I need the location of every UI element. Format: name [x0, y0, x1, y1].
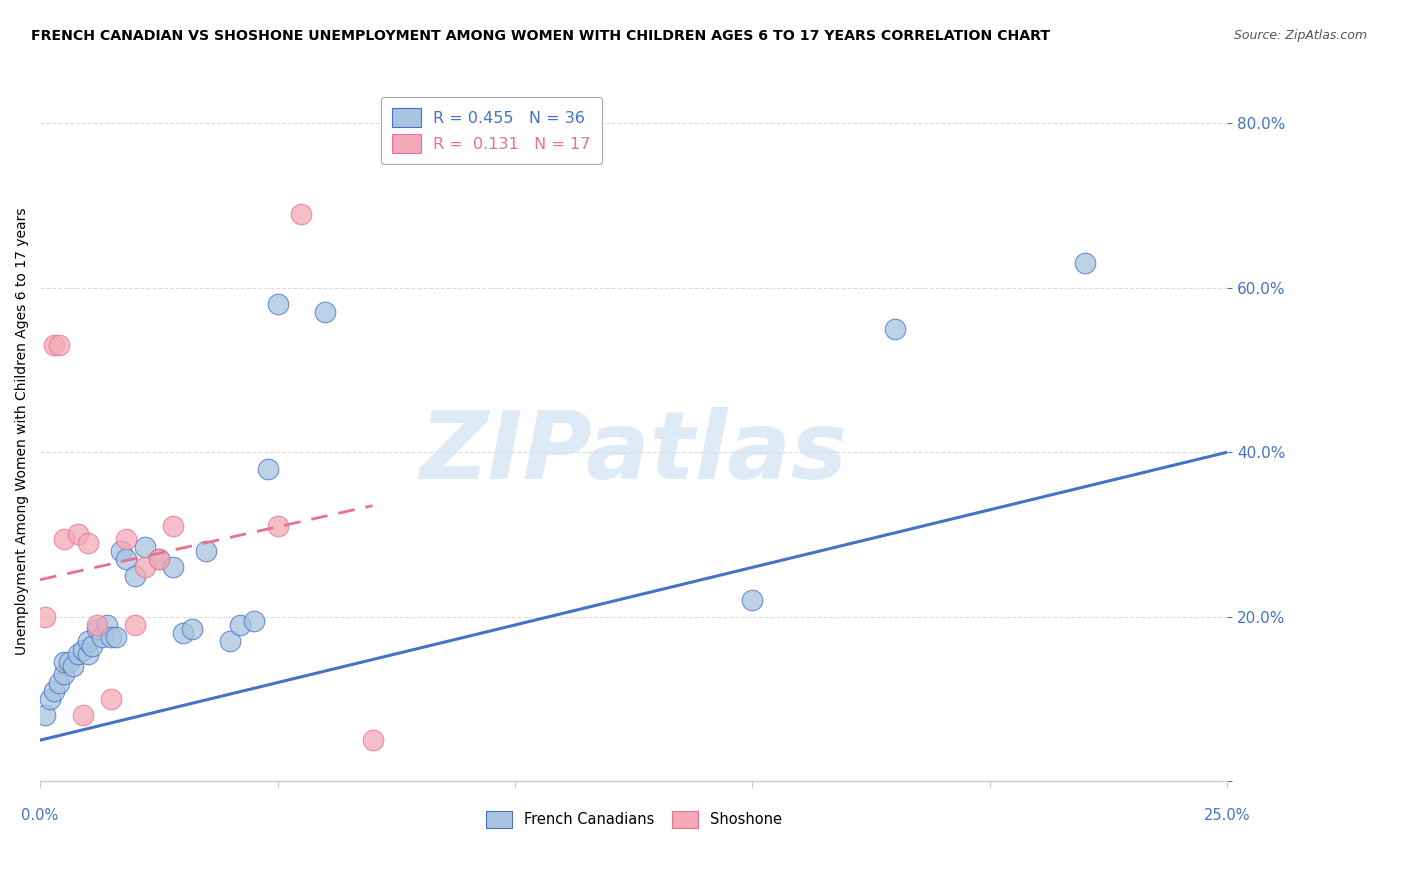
- Point: [62, 659, 84, 673]
- Point: [741, 593, 763, 607]
- Point: [195, 544, 218, 558]
- Legend: French Canadians, Shoshone: French Canadians, Shoshone: [479, 805, 787, 833]
- Point: [243, 614, 266, 628]
- Point: [52, 667, 75, 681]
- Point: [67, 647, 90, 661]
- Point: [124, 618, 146, 632]
- Point: [34, 609, 56, 624]
- Point: [90, 630, 112, 644]
- Point: [48, 338, 70, 352]
- Point: [172, 626, 194, 640]
- Point: [114, 552, 136, 566]
- Point: [219, 634, 242, 648]
- Point: [86, 618, 108, 632]
- Point: [67, 527, 90, 541]
- Point: [38, 692, 60, 706]
- Point: [100, 630, 122, 644]
- Point: [110, 544, 132, 558]
- Point: [257, 461, 280, 475]
- Point: [228, 618, 250, 632]
- Point: [86, 622, 108, 636]
- Text: ZIPatlas: ZIPatlas: [419, 407, 848, 499]
- Point: [52, 532, 75, 546]
- Point: [44, 338, 66, 352]
- Point: [34, 708, 56, 723]
- Point: [114, 532, 136, 546]
- Point: [148, 552, 170, 566]
- Point: [76, 634, 98, 648]
- Point: [290, 206, 312, 220]
- Point: [266, 297, 288, 311]
- Point: [266, 519, 288, 533]
- Y-axis label: Unemployment Among Women with Children Ages 6 to 17 years: Unemployment Among Women with Children A…: [15, 208, 30, 656]
- Point: [76, 535, 98, 549]
- Point: [1074, 256, 1097, 270]
- Point: [162, 560, 184, 574]
- Point: [361, 733, 384, 747]
- Point: [44, 683, 66, 698]
- Point: [82, 639, 104, 653]
- Point: [134, 560, 156, 574]
- Point: [100, 692, 122, 706]
- Point: [52, 655, 75, 669]
- Point: [72, 708, 94, 723]
- Point: [148, 552, 170, 566]
- Text: FRENCH CANADIAN VS SHOSHONE UNEMPLOYMENT AMONG WOMEN WITH CHILDREN AGES 6 TO 17 : FRENCH CANADIAN VS SHOSHONE UNEMPLOYMENT…: [31, 29, 1050, 43]
- Text: 0.0%: 0.0%: [21, 808, 59, 823]
- Point: [181, 622, 204, 636]
- Point: [883, 322, 905, 336]
- Point: [162, 519, 184, 533]
- Point: [72, 642, 94, 657]
- Point: [58, 655, 80, 669]
- Point: [314, 305, 336, 319]
- Point: [76, 647, 98, 661]
- Point: [96, 618, 118, 632]
- Point: [134, 540, 156, 554]
- Point: [105, 630, 128, 644]
- Point: [124, 568, 146, 582]
- Text: 25.0%: 25.0%: [1204, 808, 1250, 823]
- Text: Source: ZipAtlas.com: Source: ZipAtlas.com: [1233, 29, 1367, 42]
- Point: [48, 675, 70, 690]
